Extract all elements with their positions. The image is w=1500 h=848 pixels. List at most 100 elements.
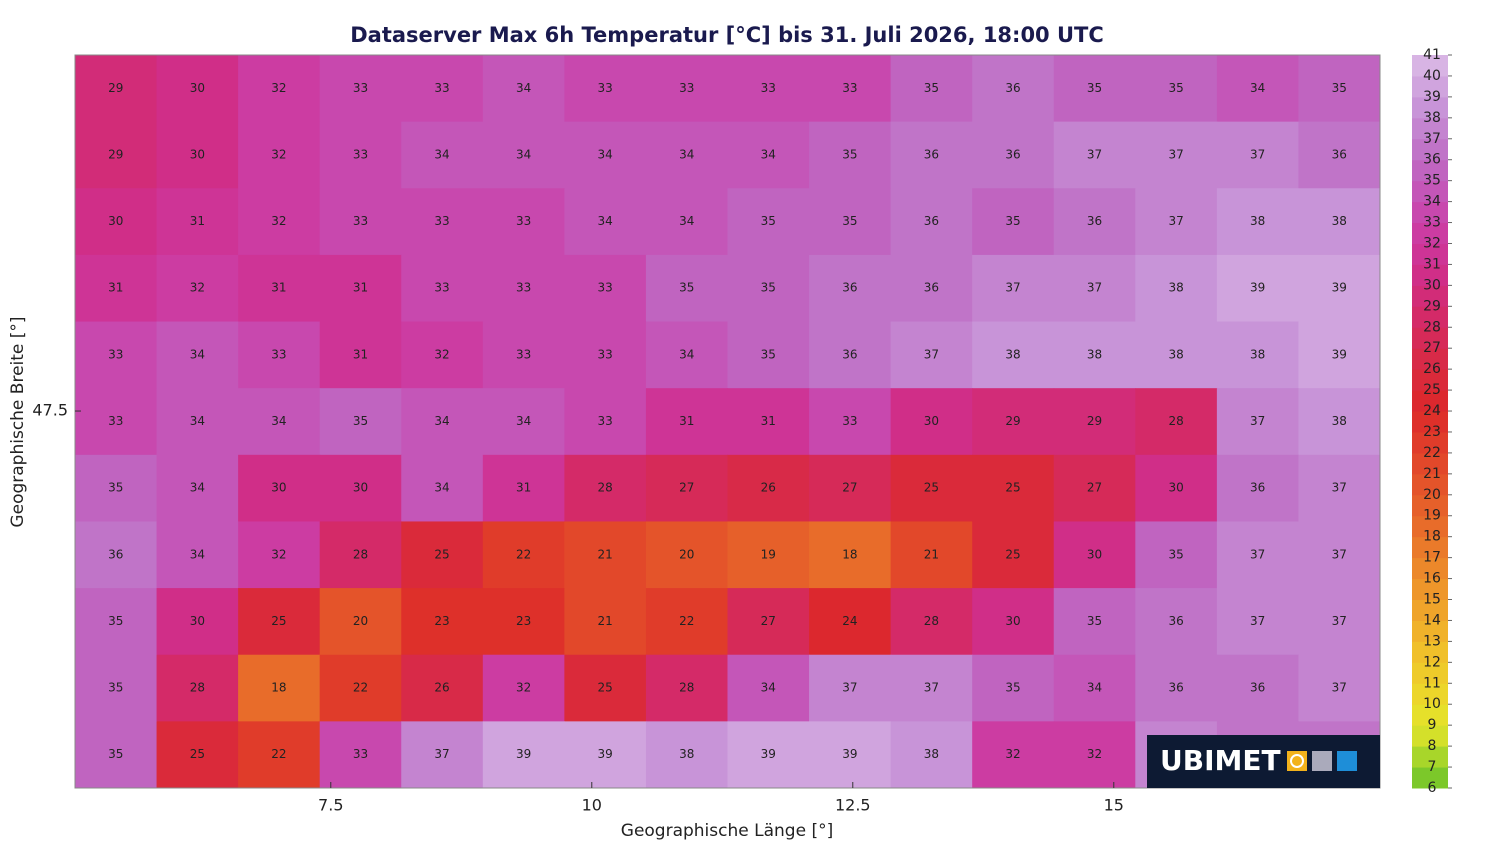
cell-label: 33 [353,147,368,161]
colorbar-tick-label: 9 [1428,717,1437,733]
temperature-cell [75,188,158,256]
colorbar-segment [1412,704,1448,726]
temperature-cell [1135,121,1218,189]
cell-label: 33 [598,347,613,361]
temperature-cell [401,588,484,656]
cell-label: 18 [271,681,286,695]
colorbar-segment [1412,557,1448,580]
temperature-cell [75,321,158,389]
cell-label: 35 [108,614,123,628]
cell-label: 33 [679,81,694,95]
temperature-cell [156,321,239,389]
x-tick-label: 15 [1104,796,1124,815]
colorbar-segment [1412,411,1448,433]
cell-label: 22 [516,547,531,561]
cell-label: 35 [679,281,694,295]
cell-label: 33 [353,214,368,228]
cell-label: 34 [190,414,205,428]
colorbar-segment [1412,264,1448,286]
temperature-cell [1216,454,1299,522]
cell-label: 32 [271,214,286,228]
temperature-cell [401,388,484,456]
cell-label: 38 [1332,414,1347,428]
temperature-cell [645,121,728,189]
temperature-cell [1216,388,1299,456]
cell-label: 32 [271,147,286,161]
temperature-cell [890,588,973,656]
temperature-cell [727,388,810,456]
y-axis-label: Geographische Breite [°] [8,316,28,527]
temperature-cell [890,254,973,323]
colorbar-tick-label: 27 [1423,340,1441,356]
cell-label: 34 [190,481,205,495]
cell-label: 38 [1087,347,1102,361]
cell-label: 30 [1168,481,1183,495]
cell-label: 38 [1332,214,1347,228]
temperature-cell [482,388,565,456]
temperature-cell [75,654,158,722]
cell-label: 39 [516,747,531,761]
temperature-cell [401,254,484,323]
cell-label: 25 [1005,481,1020,495]
colorbar-tick-label: 10 [1423,696,1441,712]
temperature-cell [809,321,892,389]
logo-icon [1287,751,1307,771]
cell-label: 35 [108,681,123,695]
temperature-cell [1053,188,1136,256]
cell-label: 37 [1332,614,1347,628]
temperature-cell [1298,654,1381,722]
cell-label: 36 [842,347,857,361]
cell-label: 36 [1332,147,1347,161]
temperature-cell [482,654,565,722]
cell-label: 25 [190,747,205,761]
colorbar-segment [1412,138,1448,161]
colorbar-segment [1412,348,1448,370]
cell-label: 26 [434,681,449,695]
cell-label: 34 [516,414,531,428]
colorbar-segment [1412,327,1448,349]
cell-label: 39 [598,747,613,761]
cell-label: 22 [271,747,286,761]
temperature-cell [1053,721,1136,789]
temperature-cell [1216,321,1299,389]
temperature-cell [238,55,321,123]
cell-label: 37 [1332,481,1347,495]
cell-label: 34 [761,681,776,695]
temperature-cell [401,55,484,123]
cell-label: 34 [679,147,694,161]
temperature-cell [645,721,728,789]
cell-label: 25 [598,681,613,695]
cell-label: 29 [1087,414,1102,428]
temperature-cell [972,654,1055,722]
colorbar-tick-label: 19 [1423,508,1441,524]
temperature-cell [645,588,728,656]
temperature-cell [1135,454,1218,522]
temperature-cell [482,55,565,123]
cell-label: 33 [434,214,449,228]
temperature-cell [727,254,810,323]
colorbar-segment [1412,578,1448,601]
x-tick-label: 10 [582,796,602,815]
temperature-cell [156,521,239,589]
x-tick-label: 12.5 [835,796,871,815]
temperature-cell [645,321,728,389]
temperature-cell [809,454,892,522]
temperature-cell [156,454,239,522]
temperature-cell [890,121,973,189]
cell-label: 23 [434,614,449,628]
cell-label: 31 [353,281,368,295]
cell-label: 35 [842,214,857,228]
cell-label: 34 [434,481,449,495]
colorbar-tick-label: 14 [1423,612,1441,628]
colorbar-tick-label: 16 [1423,571,1441,587]
temperature-cell [564,454,647,522]
colorbar-tick-label: 20 [1423,487,1441,503]
temperature-cell [1053,654,1136,722]
cell-label: 31 [679,414,694,428]
temperature-cell [1298,388,1381,456]
colorbar-segment [1412,201,1448,224]
temperature-cell [238,521,321,589]
logo-icon [1312,751,1332,771]
cell-label: 37 [1250,614,1265,628]
temperature-cell [890,55,973,123]
